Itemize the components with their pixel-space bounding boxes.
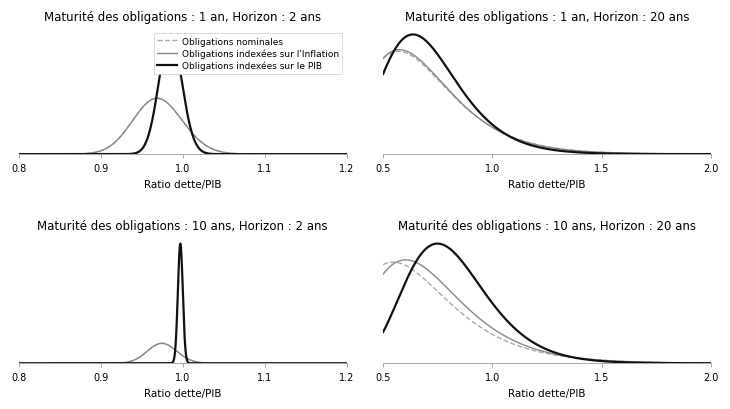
X-axis label: Ratio dette/PIB: Ratio dette/PIB [144,179,221,189]
X-axis label: Ratio dette/PIB: Ratio dette/PIB [508,388,586,398]
Title: Maturité des obligations : 1 an, Horizon : 2 ans: Maturité des obligations : 1 an, Horizon… [45,11,321,24]
X-axis label: Ratio dette/PIB: Ratio dette/PIB [144,388,221,398]
Legend: Obligations nominales, Obligations indexées sur l'Inflation, Obligations indexée: Obligations nominales, Obligations index… [153,34,342,74]
Title: Maturité des obligations : 1 an, Horizon : 20 ans: Maturité des obligations : 1 an, Horizon… [405,11,689,24]
Title: Maturité des obligations : 10 ans, Horizon : 2 ans: Maturité des obligations : 10 ans, Horiz… [37,220,328,233]
X-axis label: Ratio dette/PIB: Ratio dette/PIB [508,179,586,189]
Title: Maturité des obligations : 10 ans, Horizon : 20 ans: Maturité des obligations : 10 ans, Horiz… [398,220,696,233]
